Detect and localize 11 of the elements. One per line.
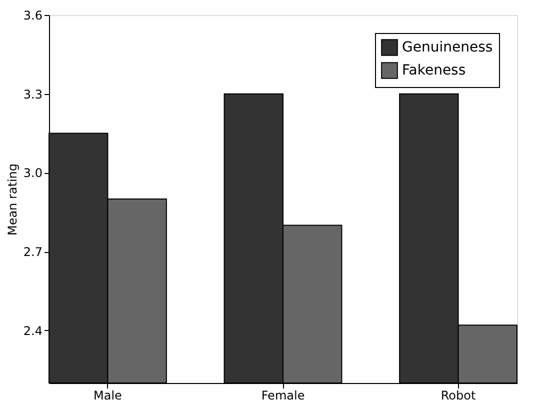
legend-label: Genuineness (402, 40, 493, 56)
legend-label: Fakeness (402, 62, 466, 78)
y-tick-label: 2.4 (23, 324, 42, 338)
x-tick-label: Male (94, 388, 122, 402)
y-tick-label: 3.6 (23, 8, 42, 22)
x-tick-label: Robot (440, 388, 476, 402)
y-tick-label: 3.3 (23, 87, 42, 102)
y-tick-label: 2.7 (23, 245, 42, 260)
x-tick-label: Female (261, 388, 305, 402)
y-axis-title: Mean rating (5, 163, 20, 236)
y-tick-label: 3.0 (23, 166, 42, 180)
